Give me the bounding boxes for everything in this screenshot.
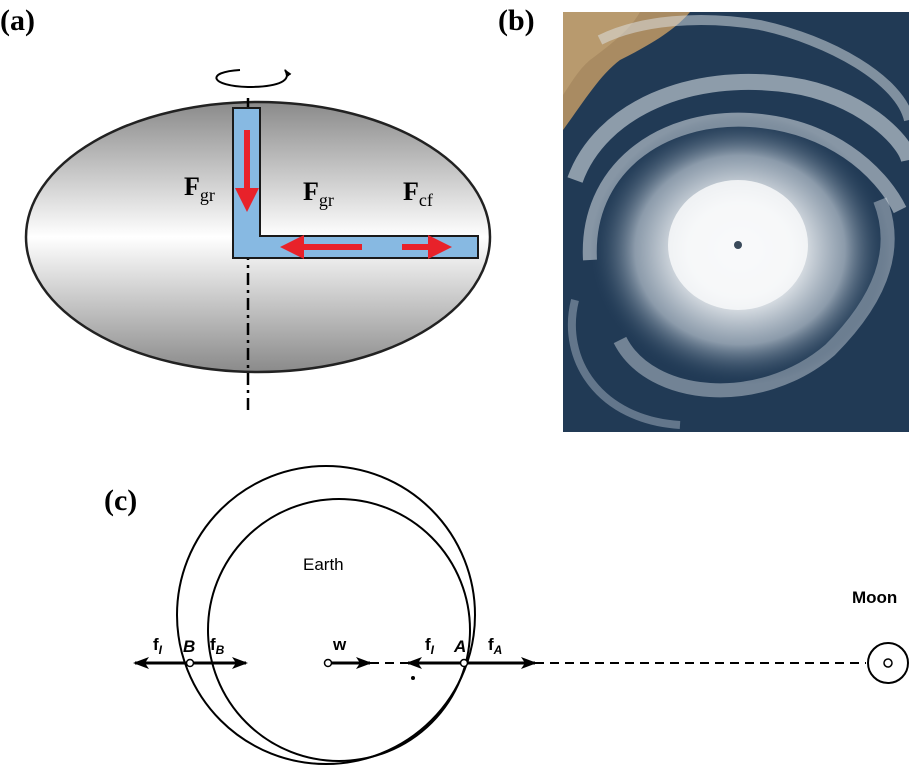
force-subscript: gr (319, 190, 334, 210)
force-subscript: cf (419, 190, 433, 210)
force-symbol: F (184, 172, 200, 201)
point-b (187, 660, 194, 667)
force-label: w (332, 635, 347, 654)
rotation-arrow (216, 70, 287, 87)
figure: (a) Fgr Fgr Fcf (b) (c) (0, 0, 909, 768)
force-symbol: F (403, 177, 419, 206)
earth-label: Earth (303, 555, 344, 574)
force-subscript: I (431, 643, 435, 657)
panel-a: (a) Fgr Fgr Fcf (0, 4, 490, 415)
force-label: fI (153, 635, 163, 657)
point-a (461, 660, 468, 667)
point-label: A (453, 637, 466, 656)
moon-label: Moon (852, 588, 897, 607)
earth-outline (177, 466, 475, 764)
earth-center (325, 660, 332, 667)
panel-label: (a) (0, 4, 35, 37)
force-label: fB (210, 635, 225, 657)
panel-label: (c) (104, 484, 137, 517)
dot (411, 676, 415, 680)
force-symbol: F (303, 177, 319, 206)
panel-c: (c) Earth Moon B A w fI fB fI fA (104, 466, 908, 764)
force-label: fI (425, 635, 435, 657)
force-label: fA (488, 635, 502, 657)
panel-b: (b) (498, 4, 909, 432)
satellite-image (563, 12, 909, 432)
force-subscript: I (159, 643, 163, 657)
force-subscript: gr (200, 185, 215, 205)
force-subscript: B (216, 643, 225, 657)
moon-center (884, 659, 892, 667)
panel-label: (b) (498, 4, 535, 37)
point-label: B (183, 637, 195, 656)
force-subscript: A (493, 643, 503, 657)
